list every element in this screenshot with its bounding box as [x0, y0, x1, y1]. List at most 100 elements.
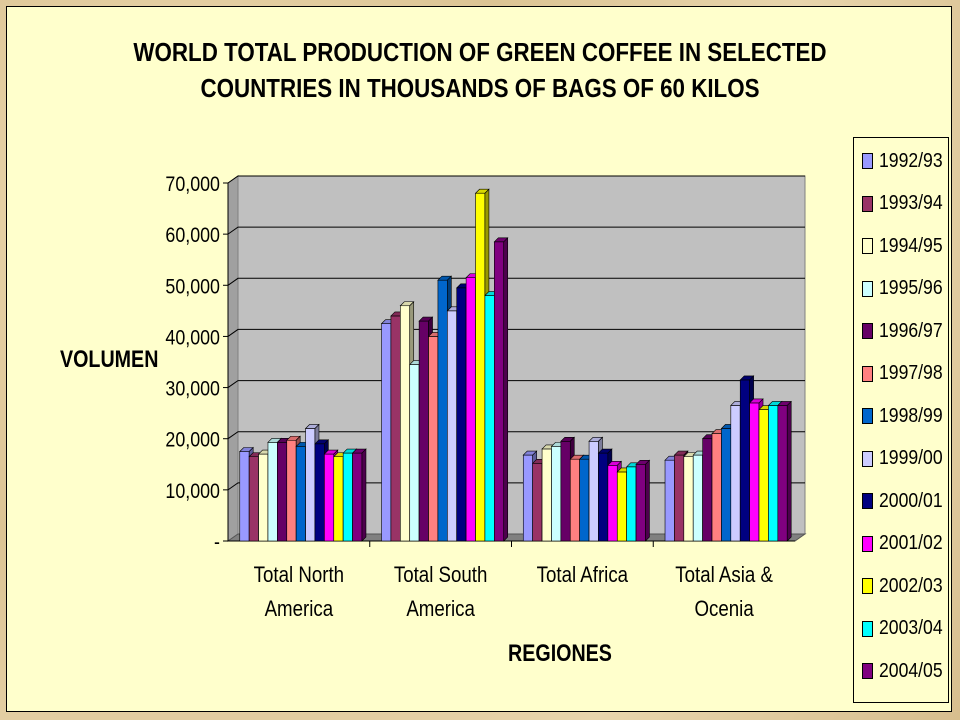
- legend-swatch: [862, 195, 873, 212]
- legend-swatch: [862, 365, 873, 382]
- bar-1993-94: [248, 456, 259, 542]
- bar-2001-02: [465, 277, 476, 542]
- bar-2004-05: [777, 405, 788, 542]
- legend-label: 2000/01: [879, 489, 943, 512]
- x-category-label: America: [265, 598, 334, 622]
- bar-2000-01: [456, 287, 467, 542]
- legend-label: 1992/93: [879, 149, 943, 172]
- legend-label: 1996/97: [879, 319, 943, 342]
- bar-1999-00: [305, 428, 316, 542]
- bar-side: [503, 237, 509, 542]
- y-tick-label: 70,000: [165, 173, 220, 197]
- bar-2003-04: [768, 405, 779, 542]
- bar-1992-93: [239, 451, 250, 542]
- bar-1995-96: [409, 364, 420, 542]
- bar-1998-99: [437, 279, 448, 542]
- bar-side: [786, 400, 792, 542]
- chart-title: WORLD TOTAL PRODUCTION OF GREEN COFFEE I…: [67, 34, 893, 106]
- bar-side: [645, 459, 650, 542]
- legend-item: 2002/03: [862, 571, 951, 601]
- y-tick-label: 50,000: [165, 275, 220, 299]
- gridline: [227, 175, 805, 184]
- bar-1997-98: [428, 336, 439, 542]
- legend-item: 2000/01: [862, 486, 951, 516]
- legend-swatch: [862, 280, 873, 297]
- x-category-label: Total Africa: [537, 564, 629, 588]
- y-tick-label: 20,000: [165, 428, 220, 452]
- legend-item: 2004/05: [862, 656, 951, 686]
- legend-swatch: [862, 408, 873, 424]
- bar-1998-99: [579, 458, 590, 542]
- legend-swatch: [862, 620, 873, 637]
- legend-item: 1994/95: [862, 231, 951, 261]
- y-tick-label: 40,000: [165, 326, 220, 350]
- legend-swatch: [862, 578, 873, 594]
- bar-2004-05: [352, 452, 363, 542]
- bar-2003-04: [342, 452, 353, 542]
- bar-1997-98: [286, 439, 297, 542]
- bar-1996-97: [702, 438, 713, 542]
- x-category-label: Total North: [254, 564, 344, 588]
- y-tick-label: 30,000: [165, 377, 220, 401]
- legend-item: 1997/98: [862, 359, 951, 389]
- gridline: [227, 277, 805, 286]
- legend-swatch: [862, 663, 873, 679]
- bar-1995-96: [692, 454, 703, 542]
- bar-1996-97: [560, 440, 571, 542]
- y-tick-label: -: [214, 531, 220, 555]
- legend-item: 1999/00: [862, 444, 951, 474]
- bar-1994-95: [258, 453, 269, 542]
- legend-label: 1998/99: [879, 404, 943, 427]
- legend-item: 2003/04: [862, 614, 951, 644]
- bar-1999-00: [588, 440, 599, 542]
- legend-label: 1993/94: [879, 192, 943, 214]
- bar-2002-03: [475, 192, 486, 542]
- bar-1993-94: [390, 315, 401, 542]
- x-category-label: Total South: [394, 564, 488, 588]
- bar-1995-96: [267, 441, 278, 542]
- legend-label: 1995/96: [879, 277, 943, 299]
- legend-label: 2004/05: [879, 659, 943, 682]
- bar-side: [361, 448, 367, 542]
- legend-item: 1992/93: [862, 146, 951, 176]
- legend-swatch: [862, 238, 873, 254]
- bar-2000-01: [314, 443, 325, 542]
- legend-label: 1994/95: [879, 234, 943, 257]
- legend-swatch: [862, 535, 873, 552]
- bar-2002-03: [616, 471, 627, 542]
- bar-2001-02: [749, 402, 760, 542]
- bar-2002-03: [333, 456, 344, 542]
- x-category-label: Ocenia: [695, 598, 755, 622]
- y-tick-label: 10,000: [165, 480, 220, 504]
- legend-swatch: [862, 323, 873, 339]
- legend-swatch: [862, 493, 873, 509]
- bar-2002-03: [758, 409, 769, 542]
- bar-1994-95: [541, 448, 552, 542]
- gridline: [227, 226, 805, 235]
- x-axis-label: REGIONES: [508, 640, 612, 667]
- bar-1996-97: [418, 320, 429, 542]
- bar-1996-97: [277, 441, 288, 542]
- bar-1992-93: [381, 323, 392, 542]
- legend-item: 2001/02: [862, 529, 951, 559]
- bar-2000-01: [598, 452, 609, 542]
- legend-item: 1993/94: [862, 189, 951, 219]
- bar-1995-96: [551, 446, 562, 542]
- gridline: [227, 328, 805, 337]
- bar-2003-04: [626, 466, 637, 542]
- legend-swatch: [862, 450, 873, 467]
- chart-title-line-2: COUNTRIES IN THOUSANDS OF BAGS OF 60 KIL…: [200, 73, 760, 103]
- legend-item: 1995/96: [862, 274, 951, 304]
- bar-2001-02: [607, 465, 618, 542]
- legend-label: 2003/04: [879, 617, 943, 639]
- bar-1999-00: [730, 405, 741, 542]
- legend-label: 2001/02: [879, 532, 943, 554]
- bar-2004-05: [635, 463, 646, 542]
- legend-label: 1999/00: [879, 447, 943, 469]
- x-category-label: Total Asia &: [675, 564, 773, 588]
- bar-2001-02: [324, 453, 335, 542]
- legend-item: 1998/99: [862, 401, 951, 431]
- bar-1994-95: [683, 456, 694, 542]
- bar-1992-93: [522, 454, 533, 542]
